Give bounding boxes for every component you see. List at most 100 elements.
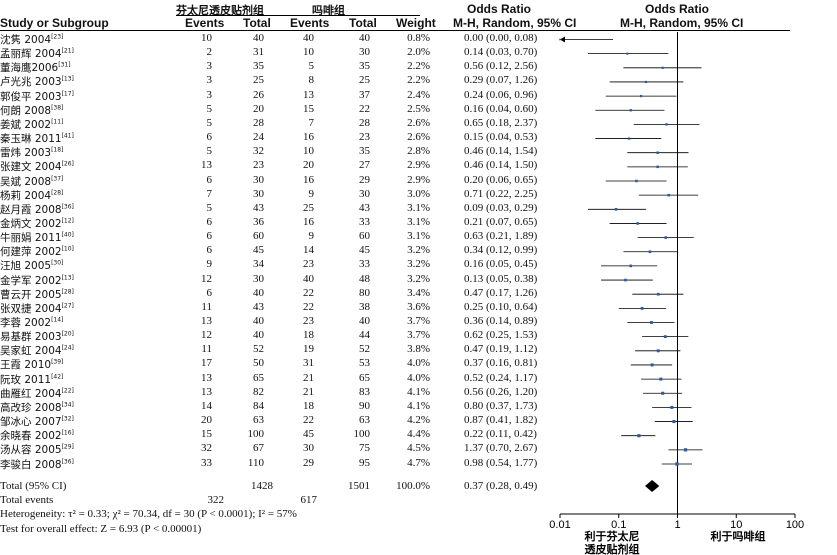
study-reference: [10] (61, 245, 74, 253)
events1-cell: 6 (206, 244, 213, 257)
total1-cell: 23 (253, 159, 264, 172)
study-name-text: 阮玫 2011 (0, 373, 52, 386)
study-name-text: 曹云开 2005 (0, 288, 62, 301)
total2-cell: 37 (359, 88, 370, 101)
events2-cell: 18 (303, 399, 314, 412)
or-cell: 0.87 (0.41, 1.82) (464, 414, 538, 427)
total2-cell: 33 (359, 258, 370, 271)
events1-cell: 3 (206, 60, 213, 73)
point-estimate (683, 448, 688, 452)
weight-cell: 4.1% (407, 399, 430, 412)
study-name-text: 高改珍 2008 (0, 401, 62, 414)
total-label: Total (95% CI) (0, 480, 67, 492)
or-cell: 0.46 (0.14, 1.54) (464, 145, 538, 158)
plot-title-header: Odds Ratio (645, 2, 710, 16)
study-column-header: Study or Subgroup (0, 16, 109, 30)
study-name: 王霞 2010[39] (0, 357, 63, 372)
events2-cell: 21 (303, 371, 314, 384)
heterogeneity-text: Heterogeneity: τ² = 0.33; χ² = 70.34, df… (0, 508, 297, 520)
weight-cell: 3.6% (407, 300, 430, 313)
study-name: 阮玫 2011[42] (0, 372, 63, 387)
events1-column-header: Events (185, 16, 225, 30)
study-name: 易基群 2003[20] (0, 329, 74, 344)
study-reference: [29] (61, 443, 74, 451)
study-reference: [32] (61, 415, 74, 423)
total2-cell: 35 (359, 60, 370, 73)
study-name: 杨莉 2004[28] (0, 188, 63, 203)
events1-cell: 5 (206, 201, 213, 214)
point-estimate (656, 151, 659, 154)
or-cell: 1.37 (0.70, 2.67) (464, 442, 538, 455)
events1-cell: 13 (201, 315, 212, 327)
events1-cell: 5 (206, 102, 213, 115)
events2-cell: 22 (303, 286, 314, 299)
overall-effect-text: Test for overall effect: Z = 6.93 (P < 0… (0, 523, 202, 535)
total1-cell: 30 (253, 173, 264, 186)
study-name: 张双捷 2004[27] (0, 301, 74, 316)
total1-cell: 43 (253, 300, 264, 313)
point-estimate (640, 306, 644, 310)
total1-cell: 43 (253, 201, 264, 214)
study-name: 曹云开 2005[28] (0, 287, 74, 302)
events1-cell: 6 (206, 215, 213, 228)
total-or: 0.37 (0.28, 0.49) (464, 480, 538, 492)
total2-cell: 44 (359, 329, 370, 342)
events1-cell: 17 (201, 357, 212, 370)
events2-cell: 9 (308, 230, 315, 243)
point-estimate (650, 363, 654, 367)
study-name: 沈隽 2004[23] (0, 32, 63, 47)
total2-cell: 52 (359, 343, 370, 356)
total2-cell: 63 (359, 414, 370, 427)
weight-cell: 3.2% (407, 272, 430, 285)
weight-cell: 4.0% (407, 357, 430, 370)
weight-cell: 2.2% (407, 60, 430, 73)
study-reference: [34] (61, 401, 74, 409)
total1-cell: 25 (253, 74, 264, 87)
events1-cell: 5 (206, 145, 213, 158)
or-cell: 0.09 (0.03, 0.29) (464, 201, 538, 214)
events2-cell: 29 (303, 456, 314, 469)
events1-cell: 3 (206, 88, 213, 101)
study-name-text: 何朗 2008 (0, 104, 52, 117)
total2-cell: 48 (359, 272, 370, 285)
events1-cell: 11 (201, 343, 212, 356)
events2-cell: 40 (303, 32, 314, 44)
events1-cell: 12 (201, 329, 212, 342)
total2-cell: 65 (359, 371, 370, 384)
total2-cell: 40 (359, 32, 370, 44)
events2-cell: 8 (308, 74, 315, 87)
total2-cell: 45 (359, 244, 370, 257)
events2-cell: 23 (303, 315, 314, 327)
events2-cell: 19 (303, 343, 314, 356)
study-name-text: 赵月霞 2008 (0, 203, 62, 216)
events1-cell: 9 (206, 258, 213, 271)
events1-cell: 6 (206, 286, 213, 299)
group1-header: 芬太尼透皮贴剂组 (176, 4, 264, 17)
study-reference: [24] (61, 344, 74, 352)
weight-cell: 3.2% (407, 244, 430, 257)
events2-cell: 5 (308, 60, 315, 73)
study-name-text: 金炳文 2002 (0, 217, 62, 230)
or-cell: 0.56 (0.26, 1.20) (464, 385, 538, 398)
total2-cell: 22 (359, 102, 370, 115)
weight-cell: 3.0% (407, 187, 430, 200)
total2-cell: 38 (359, 300, 370, 313)
study-name: 郭俊平 2003[17] (0, 89, 74, 104)
total2-cell: 27 (359, 159, 370, 172)
or-cell: 0.36 (0.14, 0.89) (464, 315, 538, 327)
events1-cell: 6 (206, 131, 213, 144)
study-name-text: 张建文 2004 (0, 161, 62, 174)
events1-cell: 2 (206, 46, 213, 59)
events1-cell: 20 (201, 414, 212, 427)
weight-cell: 3.1% (407, 215, 430, 228)
weight-cell: 4.2% (407, 414, 430, 427)
study-reference: [18] (51, 146, 64, 154)
total1-cell: 20 (253, 102, 264, 115)
or-cell: 0.71 (0.22, 2.25) (464, 187, 538, 200)
total1-cell: 40 (253, 329, 264, 342)
events2-column-header: Events (290, 16, 330, 30)
events1-cell: 3 (206, 74, 213, 87)
study-name: 高改珍 2008[34] (0, 400, 74, 415)
total1-cell: 34 (253, 258, 264, 271)
or-cell: 0.52 (0.24, 1.17) (464, 371, 538, 384)
